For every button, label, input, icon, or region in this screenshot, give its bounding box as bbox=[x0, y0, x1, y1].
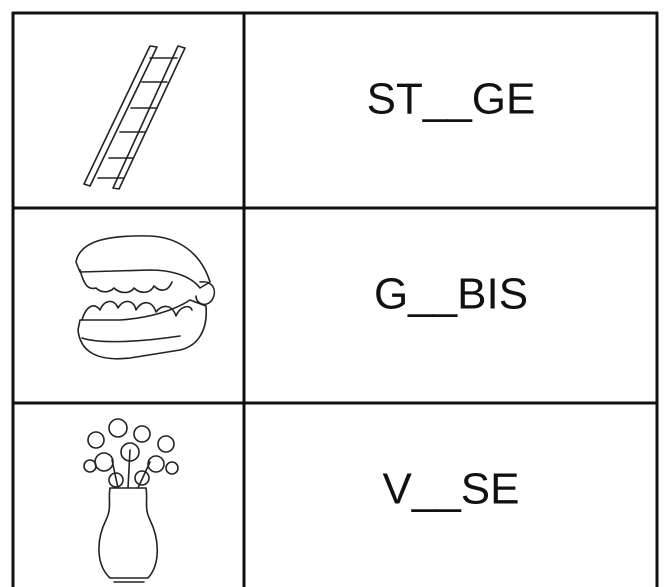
table-grid bbox=[11, 11, 659, 587]
word-puzzle: ST__GE bbox=[367, 75, 536, 124]
vase-picture bbox=[83, 418, 179, 583]
word-puzzle: G__BIS bbox=[374, 270, 528, 319]
ladder-picture bbox=[83, 45, 186, 190]
word-puzzle: V__SE bbox=[383, 465, 520, 514]
teeth-picture bbox=[75, 235, 216, 360]
